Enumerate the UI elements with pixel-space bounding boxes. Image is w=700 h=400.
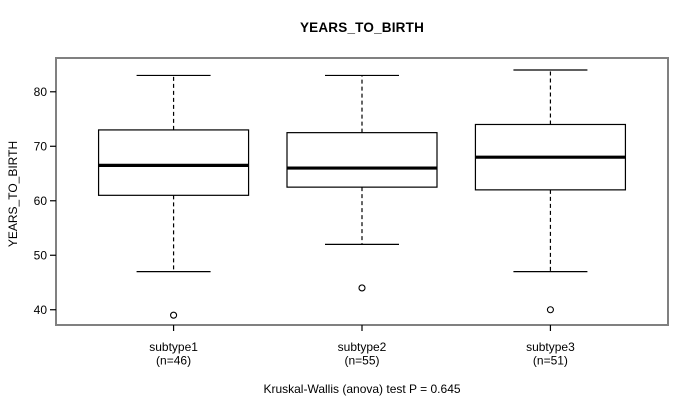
x-category-sublabel: (n=46) [156, 354, 191, 368]
x-category-label: subtype3 [526, 340, 575, 354]
x-category-sublabel: (n=51) [533, 354, 568, 368]
chart-title: YEARS_TO_BIRTH [299, 20, 425, 35]
y-tick-label: 70 [34, 139, 48, 153]
y-axis-title: YEARS_TO_BIRTH [6, 140, 20, 248]
iqr-box [286, 132, 438, 188]
y-tick-label: 80 [34, 85, 48, 99]
x-category-sublabel: (n=55) [344, 354, 379, 368]
iqr-box [97, 129, 250, 196]
kruskal-wallis-caption: Kruskal-Wallis (anova) test P = 0.645 [263, 382, 461, 396]
x-category-label: subtype1 [149, 340, 198, 354]
y-tick-label: 40 [34, 303, 48, 317]
x-category-label: subtype2 [338, 340, 387, 354]
y-tick-label: 60 [34, 194, 48, 208]
outlier-point [358, 284, 366, 292]
outlier-point [546, 306, 554, 314]
outlier-point [170, 311, 178, 319]
y-tick-label: 50 [34, 248, 48, 262]
